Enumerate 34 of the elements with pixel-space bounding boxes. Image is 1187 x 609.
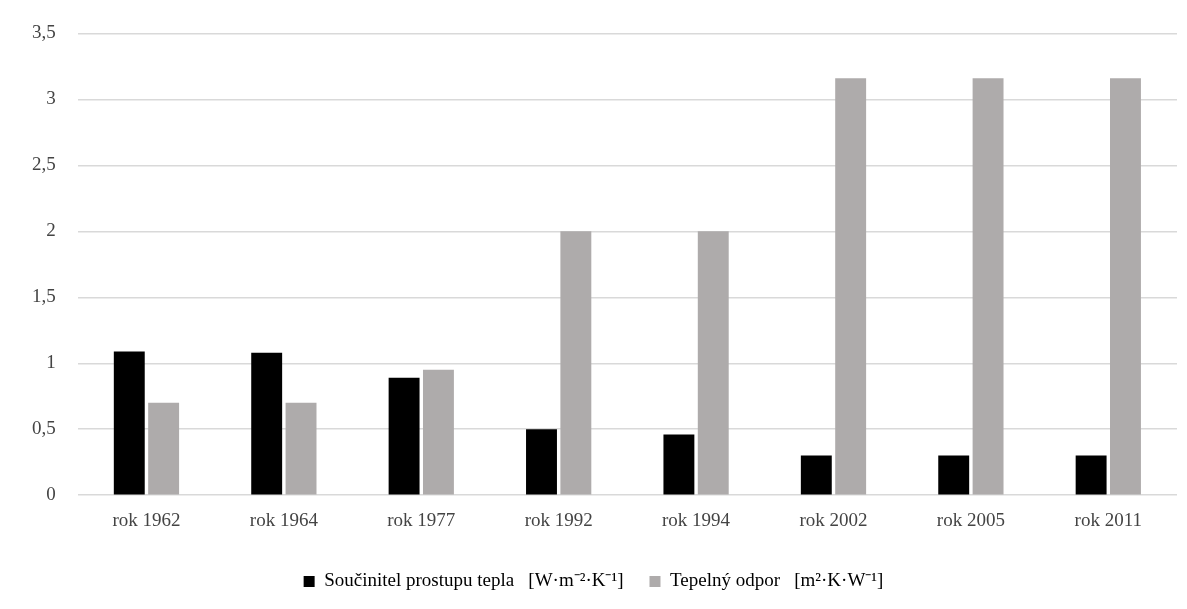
- bar: [835, 78, 867, 495]
- bar: [113, 351, 145, 495]
- bar: [388, 377, 420, 495]
- bar: [251, 352, 283, 495]
- y-tick-label: 3,5: [32, 21, 56, 43]
- y-tick-label: 2,5: [32, 153, 56, 175]
- x-tick-label: rok 1962: [112, 508, 181, 530]
- y-tick-label: 1,5: [32, 285, 56, 307]
- y-tick-label: 2: [46, 219, 56, 241]
- y-tick-label: 0: [46, 483, 56, 505]
- legend-label: Tepelný odpor [m²·K·W⁻¹]: [669, 569, 884, 591]
- y-tick-label: 0,5: [32, 417, 56, 439]
- y-tick-label: 3: [46, 87, 56, 109]
- bar: [972, 78, 1004, 495]
- bar: [697, 231, 729, 495]
- bar: [526, 429, 557, 495]
- bar: [285, 402, 317, 495]
- x-tick-label: rok 1992: [524, 508, 593, 530]
- y-tick-label: 1: [46, 351, 56, 373]
- x-tick-label: rok 1964: [249, 508, 319, 530]
- bar: [1075, 455, 1107, 495]
- bar: [800, 455, 832, 495]
- bar: [938, 455, 970, 495]
- bar: [422, 369, 454, 495]
- x-tick-label: rok 2002: [799, 508, 868, 530]
- x-tick-label: rok 2011: [1074, 508, 1142, 530]
- x-tick-label: rok 2005: [936, 508, 1005, 530]
- bar: [1110, 78, 1141, 495]
- bar: [663, 434, 695, 495]
- x-tick-label: rok 1994: [662, 508, 731, 530]
- legend-label: Součinitel prostupu tepla [W·m⁻²·K⁻¹]: [324, 569, 624, 591]
- x-tick-label: rok 1977: [387, 508, 456, 530]
- bar: [560, 231, 592, 495]
- bar: [148, 402, 180, 495]
